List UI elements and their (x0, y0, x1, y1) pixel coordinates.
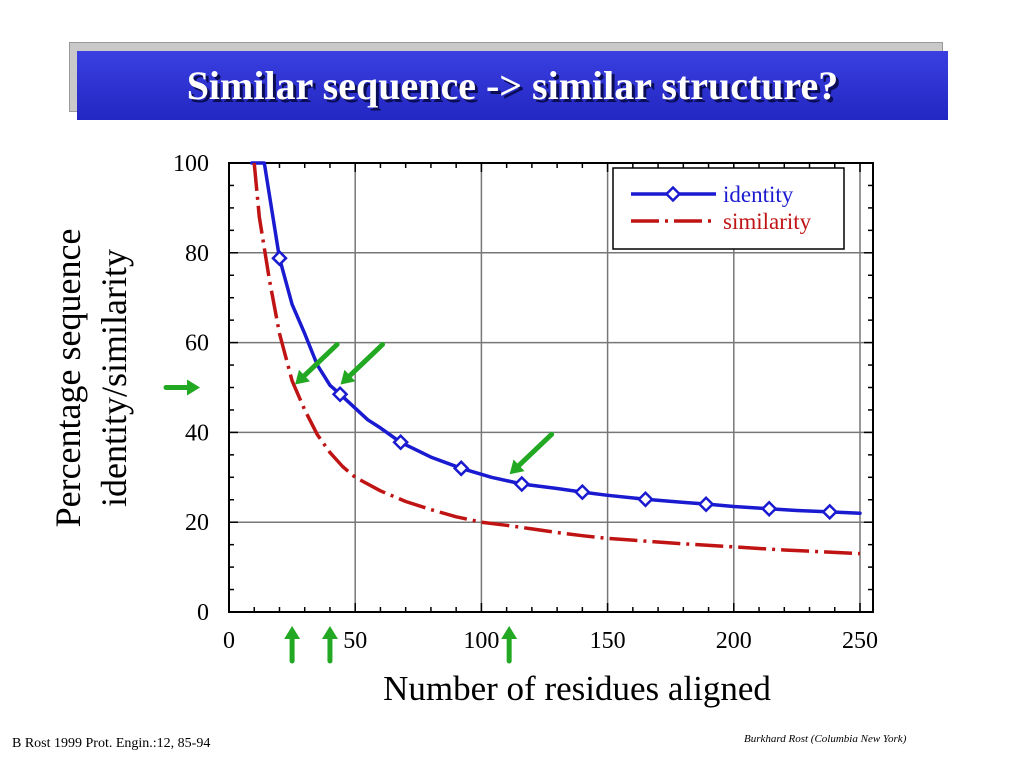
data-point-identity (271, 249, 288, 267)
series-line-similarity (252, 162, 861, 556)
diagonal-arrow-head (295, 369, 311, 385)
y-tick-label: 80 (185, 241, 209, 267)
x-tick-label: 50 (343, 628, 367, 654)
y-tick-label: 20 (185, 510, 209, 536)
label-layer: 0 50 100 150 200 250 0 20 40 60 80 100 Number of res… (48, 151, 878, 708)
up-arrow-head (284, 626, 301, 639)
y-axis-label: Percentage sequence (48, 229, 88, 528)
data-point-identity (637, 491, 654, 508)
diagonal-arrow-head (340, 369, 356, 385)
diagonal-arrow (516, 431, 555, 468)
legend-marker-identity (664, 185, 682, 203)
diagonal-arrow-head (509, 459, 525, 475)
y-tick-label: 40 (185, 420, 209, 446)
diagonal-arrow (347, 342, 386, 379)
data-point-identity (821, 503, 838, 521)
x-tick-label: 0 (223, 628, 235, 654)
legend-box (612, 167, 845, 250)
y-tick-label: 60 (185, 331, 209, 357)
y-tick-label: 0 (197, 600, 209, 626)
title-bar: Similar sequence -> similar structure? (77, 51, 948, 120)
x-tick-label: 200 (716, 628, 752, 654)
footer-citation: B Rost 1999 Prot. Engin.:12, 85-94 (12, 736, 211, 751)
diagonal-arrow (302, 342, 340, 379)
left-arrow-head (187, 379, 200, 396)
y-tick-label: 100 (173, 151, 209, 177)
annotation-arrows (163, 342, 555, 664)
series-layer (249, 161, 862, 556)
footer-author: Burkhard Rost (Columbia New York) (744, 733, 907, 745)
data-point-identity (513, 475, 531, 493)
x-tick-label: 100 (463, 628, 499, 654)
data-point-identity (760, 500, 778, 517)
data-point-identity (452, 460, 470, 477)
data-point-identity (331, 385, 349, 403)
up-arrow-head (321, 626, 338, 639)
slide-title: Similar sequence -> similar structure? (186, 63, 839, 108)
x-tick-label: 150 (590, 628, 626, 654)
tick-layer (228, 162, 873, 613)
y-axis-label: identity/similarity (94, 249, 134, 507)
x-tick-label: 250 (842, 628, 878, 654)
up-arrow-head (501, 626, 518, 639)
legend-label-similarity: similarity (723, 209, 812, 234)
data-point-identity (697, 495, 715, 513)
legend-label-identity: identity (723, 182, 794, 207)
x-axis-label: Number of residues aligned (383, 669, 771, 708)
data-point-identity (392, 434, 409, 451)
data-point-identity (574, 483, 591, 501)
